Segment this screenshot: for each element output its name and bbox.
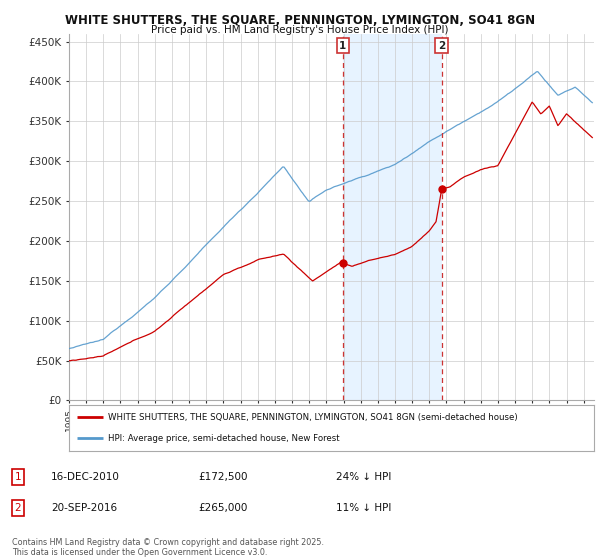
Text: 1: 1 (339, 40, 346, 50)
Text: 1: 1 (14, 472, 22, 482)
Text: WHITE SHUTTERS, THE SQUARE, PENNINGTON, LYMINGTON, SO41 8GN: WHITE SHUTTERS, THE SQUARE, PENNINGTON, … (65, 14, 535, 27)
Text: 2: 2 (14, 503, 22, 513)
Text: Contains HM Land Registry data © Crown copyright and database right 2025.
This d: Contains HM Land Registry data © Crown c… (12, 538, 324, 557)
Bar (343, 34, 442, 400)
Text: 20-SEP-2016: 20-SEP-2016 (51, 503, 117, 513)
Text: 2: 2 (438, 40, 445, 50)
Text: 24% ↓ HPI: 24% ↓ HPI (336, 472, 391, 482)
Text: HPI: Average price, semi-detached house, New Forest: HPI: Average price, semi-detached house,… (109, 434, 340, 443)
Text: 11% ↓ HPI: 11% ↓ HPI (336, 503, 391, 513)
Text: £265,000: £265,000 (198, 503, 247, 513)
Text: 16-DEC-2010: 16-DEC-2010 (51, 472, 120, 482)
Text: Price paid vs. HM Land Registry's House Price Index (HPI): Price paid vs. HM Land Registry's House … (151, 25, 449, 35)
Text: WHITE SHUTTERS, THE SQUARE, PENNINGTON, LYMINGTON, SO41 8GN (semi-detached house: WHITE SHUTTERS, THE SQUARE, PENNINGTON, … (109, 413, 518, 422)
Text: £172,500: £172,500 (198, 472, 248, 482)
